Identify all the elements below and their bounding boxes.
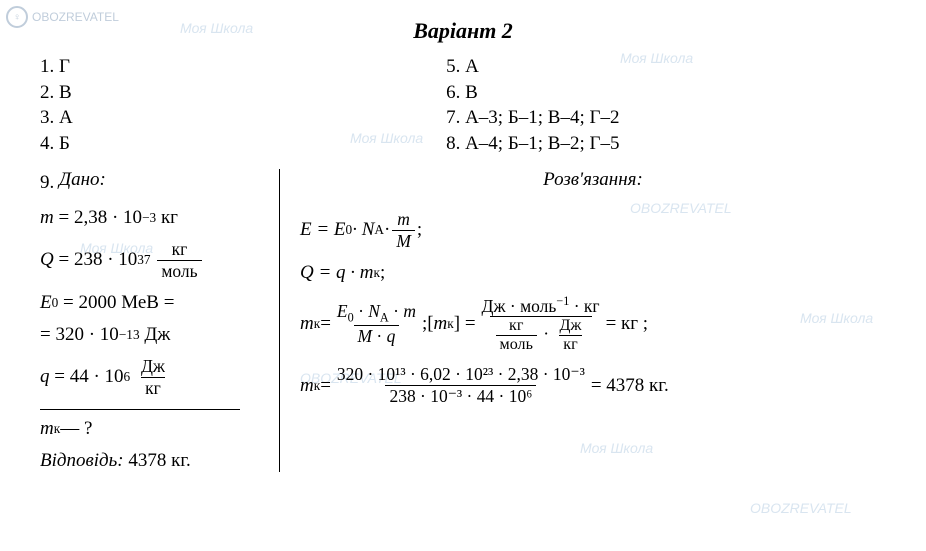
given-E0-line1: E0 = 2000 МеВ = [40,292,271,314]
solution-label: Розв'язання: [300,169,886,191]
equation-E: E = E0 · NA · mM ; [300,209,886,252]
answer-item: 8. А–4; Б–1; В–2; Г–5 [446,131,886,157]
equation-mk-symbolic: mк = E0 · NA · m M · q ; [mк] = Дж · мол… [300,294,886,355]
answers-section: 1. Г2. В3. А4. Б 5. А6. В7. А–3; Б–1; В–… [40,54,886,157]
given-m: m = 2,38 · 10−3 кг [40,207,271,229]
given-Q: Q = 238 · 1037 кгмоль [40,239,271,282]
answer-item: 2. В [40,80,446,106]
equation-Q: Q = q · mк ; [300,262,886,284]
answer-item: 6. В [446,80,886,106]
problem-9: 9. Дано: m = 2,38 · 10−3 кг Q = 238 · 10… [40,169,886,472]
final-answer: Відповідь: 4378 кг. [40,450,271,472]
given-E0-line2: = 320 · 10−13 Дж [40,324,271,346]
answer-item: 3. А [40,105,446,131]
given-label: Дано: [59,169,106,191]
answers-column-right: 5. А6. В7. А–3; Б–1; В–4; Г–28. А–4; Б–1… [446,54,886,157]
answer-item: 1. Г [40,54,446,80]
problem-number: 9. [40,172,54,194]
answer-item: 7. А–3; Б–1; В–4; Г–2 [446,105,886,131]
watermark-text: OBOZREVATEL [750,500,852,516]
answers-column-left: 1. Г2. В3. А4. Б [40,54,446,157]
variant-title: Варіант 2 [40,18,886,44]
solution-column: Розв'язання: E = E0 · NA · mM ; Q = q · … [280,169,886,472]
given-q: q = 44 · 106 Джкг [40,356,271,399]
logo-icon: ♀ [6,6,28,28]
answer-item: 4. Б [40,131,446,157]
given-column: 9. Дано: m = 2,38 · 10−3 кг Q = 238 · 10… [40,169,280,472]
given-separator [40,409,240,410]
answer-item: 5. А [446,54,886,80]
page-content: Варіант 2 1. Г2. В3. А4. Б 5. А6. В7. А–… [40,18,886,472]
equation-mk-numeric: mк = 320 · 10¹³ · 6,02 · 10²³ · 2,38 · 1… [300,364,886,407]
given-find: mк — ? [40,418,271,440]
